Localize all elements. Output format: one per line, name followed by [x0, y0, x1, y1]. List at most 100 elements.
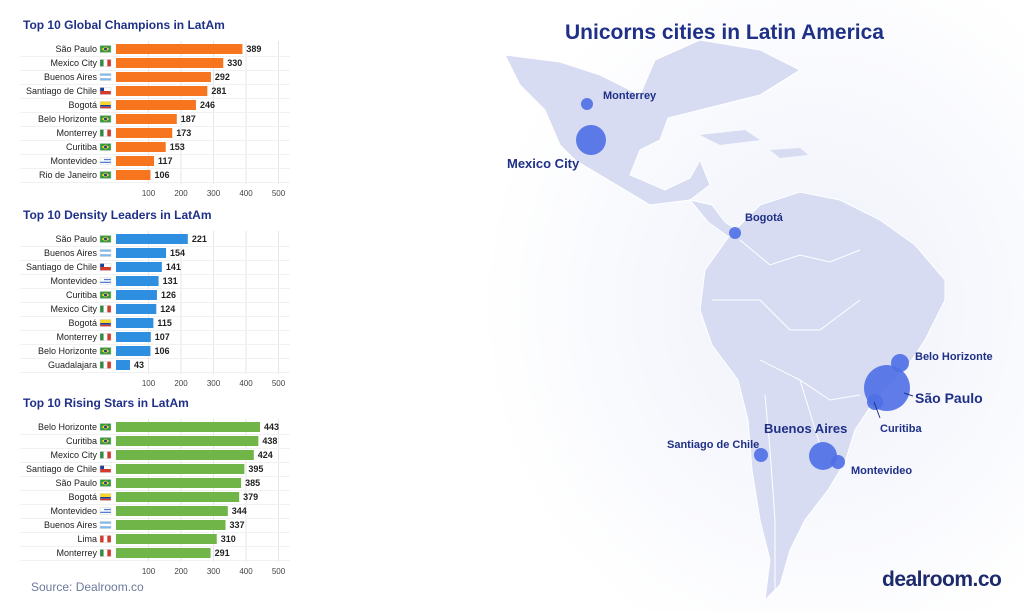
category-label: Monterrey: [56, 548, 97, 558]
value-label: 124: [160, 304, 175, 314]
flag-icon: [99, 305, 112, 313]
flag-icon: [99, 143, 112, 151]
bubble-buenos-aires: [809, 442, 837, 470]
flag-icon: [99, 535, 112, 543]
category-label: Belo Horizonte: [38, 114, 97, 124]
value-label: 344: [232, 506, 247, 516]
flag-icon: [99, 319, 112, 327]
category-label: Buenos Aires: [44, 520, 98, 530]
flag-icon: [99, 101, 112, 109]
category-label: Bogotá: [68, 100, 97, 110]
chart-title: Top 10 Rising Stars in LatAm: [23, 396, 189, 410]
flag-icon: [99, 59, 112, 67]
category-label: Santiago de Chile: [26, 86, 97, 96]
chart-1: Top 10 Global Champions in LatAm 100 200 30…: [20, 18, 290, 198]
x-tick-label: 100: [142, 379, 156, 388]
flag-icon: [99, 249, 112, 257]
x-tick-label: 100: [142, 189, 156, 198]
value-label: 385: [245, 478, 260, 488]
bar: [116, 128, 173, 138]
value-label: 389: [246, 44, 261, 54]
value-label: 438: [262, 436, 277, 446]
value-label: 246: [200, 100, 215, 110]
category-label: Montevideo: [50, 156, 97, 166]
flag-icon: [99, 333, 112, 341]
value-label: 330: [227, 58, 242, 68]
category-label: Belo Horizonte: [38, 346, 97, 356]
bar: [116, 436, 259, 446]
x-tick-label: 500: [272, 189, 286, 198]
flag-icon: [99, 157, 112, 165]
category-label: Lima: [77, 534, 97, 544]
flag-icon: [99, 73, 112, 81]
bar: [116, 506, 228, 516]
x-tick-label: 100: [142, 567, 156, 576]
flag-icon: [99, 291, 112, 299]
bar: [116, 548, 211, 558]
bar: [116, 276, 159, 286]
category-label: Bogotá: [68, 492, 97, 502]
value-label: 153: [170, 142, 185, 152]
latam-map: [470, 0, 1024, 611]
value-label: 221: [192, 234, 207, 244]
category-label: São Paulo: [55, 44, 97, 54]
bubble-curitiba: [867, 394, 883, 410]
x-tick-label: 300: [207, 189, 221, 198]
value-label: 395: [248, 464, 263, 474]
bar: [116, 360, 130, 370]
chart-3: Top 10 Rising Stars in LatAm 100 200 300 400…: [20, 396, 290, 576]
bar: [116, 332, 151, 342]
bar: [116, 114, 177, 124]
value-label: 443: [264, 422, 279, 432]
value-label: 117: [158, 156, 173, 166]
bar: [116, 290, 157, 300]
city-label-sao-paulo: São Paulo: [915, 390, 983, 406]
bar: [116, 100, 196, 110]
south-america-landmass: [699, 191, 946, 602]
bubble-montevideo: [831, 455, 845, 469]
bar: [116, 142, 166, 152]
flag-icon: [99, 493, 112, 501]
category-label: São Paulo: [55, 234, 97, 244]
flag-icon: [99, 437, 112, 445]
value-label: 337: [230, 520, 245, 530]
flag-icon: [99, 347, 112, 355]
value-label: 141: [166, 262, 181, 272]
category-label: Curitiba: [66, 436, 97, 446]
chart-2: Top 10 Density Leaders in LatAm 100 200 300…: [20, 208, 290, 388]
bubble-bogota: [729, 227, 741, 239]
flag-icon: [99, 277, 112, 285]
category-label: Mexico City: [50, 304, 97, 314]
city-label-curitiba: Curitiba: [880, 423, 922, 435]
x-tick-label: 400: [239, 567, 253, 576]
value-label: 43: [134, 360, 144, 370]
city-label-bogota: Bogotá: [745, 212, 783, 224]
value-label: 187: [181, 114, 196, 124]
value-label: 173: [176, 128, 191, 138]
bar: [116, 72, 211, 82]
city-label-belo-horizonte: Belo Horizonte: [915, 351, 993, 363]
flag-icon: [99, 451, 112, 459]
flag-icon: [99, 479, 112, 487]
category-label: Monterrey: [56, 128, 97, 138]
category-label: Montevideo: [50, 276, 97, 286]
bar: [116, 422, 260, 432]
value-label: 310: [221, 534, 236, 544]
flag-icon: [99, 423, 112, 431]
x-tick-label: 300: [207, 567, 221, 576]
value-label: 106: [154, 170, 169, 180]
category-label: Monterrey: [56, 332, 97, 342]
chart-title: Top 10 Global Champions in LatAm: [23, 18, 225, 32]
category-label: Guadalajara: [48, 360, 97, 370]
category-label: São Paulo: [55, 478, 97, 488]
flag-icon: [99, 87, 112, 95]
bar: [116, 58, 224, 68]
bubble-monterrey: [581, 98, 593, 110]
category-label: Santiago de Chile: [26, 464, 97, 474]
bar: [116, 318, 154, 328]
bar: [116, 156, 155, 166]
value-label: 291: [215, 548, 230, 558]
bubble-mexico-city: [576, 125, 606, 155]
bubble-santiago: [754, 448, 768, 462]
